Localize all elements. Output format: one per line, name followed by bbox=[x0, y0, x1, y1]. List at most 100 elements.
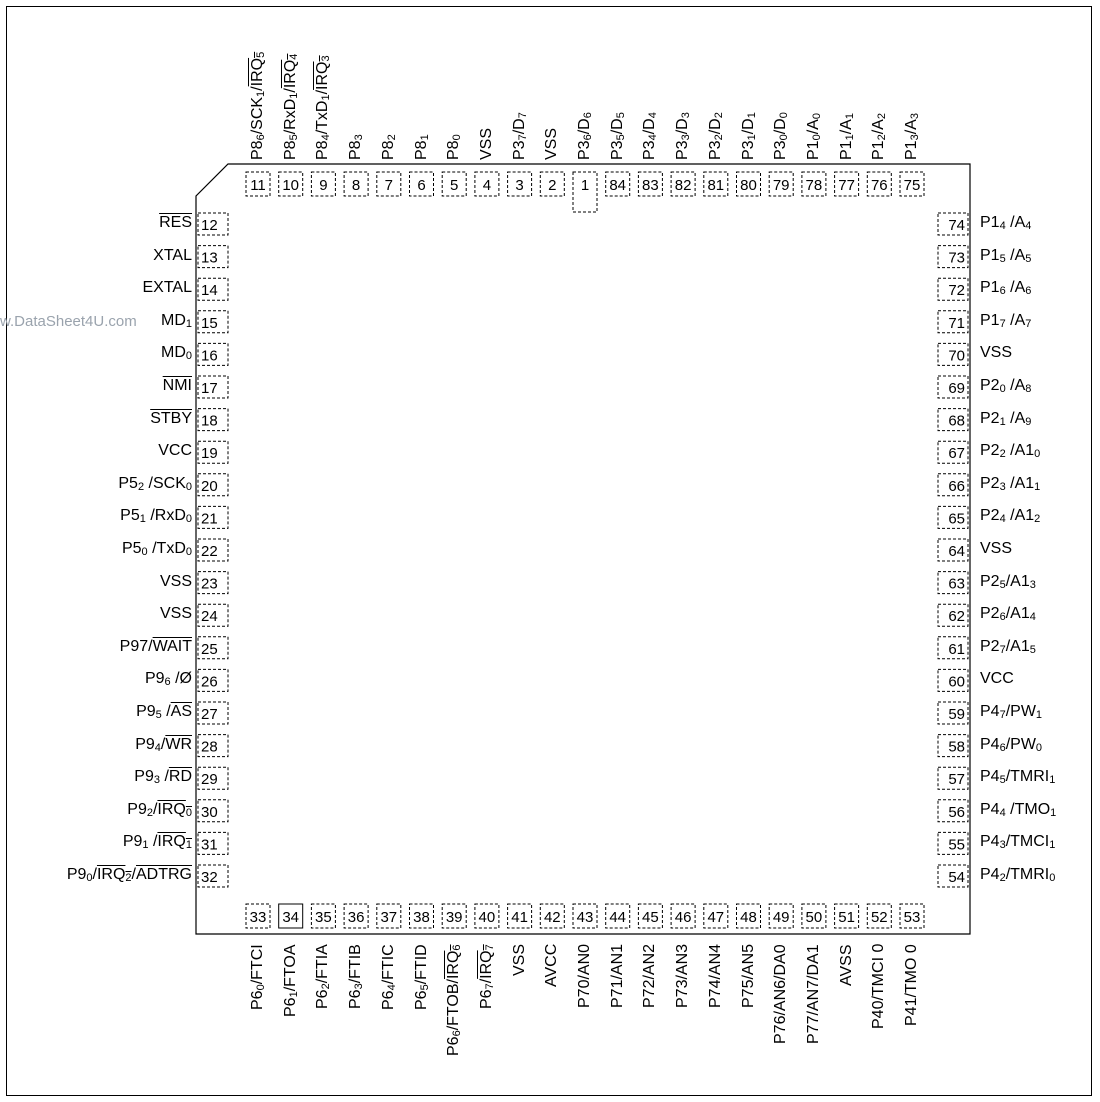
pin-59-box bbox=[937, 701, 969, 725]
pin-44-box bbox=[605, 903, 631, 929]
pin-4-box bbox=[474, 171, 500, 197]
pin-43-box bbox=[572, 903, 598, 929]
pin-64-box bbox=[937, 538, 969, 562]
pin-48-number: 48 bbox=[740, 909, 757, 926]
pin-22-box bbox=[197, 538, 229, 562]
pin-34-box bbox=[278, 903, 304, 929]
pin-9-label: P84/TxD1/IRQ3 bbox=[314, 55, 333, 160]
pin-11-number: 11 bbox=[250, 177, 266, 194]
pin-26-number: 26 bbox=[201, 673, 218, 690]
pin-36-label: P63/FTIB bbox=[347, 944, 366, 1009]
pin-21-box bbox=[197, 505, 229, 529]
pin-83-number: 83 bbox=[642, 177, 659, 194]
pin-67-label: P22 /A10 bbox=[980, 442, 1041, 461]
pin-36-number: 36 bbox=[348, 909, 365, 926]
pin-62-label: P26/A14 bbox=[980, 605, 1036, 624]
pin-69-box bbox=[937, 375, 969, 399]
pin-63-box bbox=[937, 571, 969, 595]
pin-21-label: P51 /RxD0 bbox=[120, 507, 192, 526]
pin-37-number: 37 bbox=[380, 909, 397, 926]
pin-43-label: P70/AN0 bbox=[576, 943, 593, 1008]
pin-82-label: P33/D3 bbox=[674, 112, 693, 160]
pin-77-box bbox=[834, 171, 860, 197]
pin-68-box bbox=[937, 408, 969, 432]
pin-12-label: RES bbox=[159, 214, 192, 231]
pin-69-label: P20 /A8 bbox=[980, 377, 1032, 395]
pin-73-label: P15 /A5 bbox=[980, 246, 1032, 265]
pin-20-label: P52 /SCK0 bbox=[118, 474, 192, 493]
pin-20-number: 20 bbox=[201, 478, 218, 495]
pin-11-box bbox=[245, 171, 271, 197]
pin-52-box bbox=[866, 903, 892, 929]
pin-45-label: P72/AN2 bbox=[641, 943, 659, 1008]
pin-5-label: P80 bbox=[445, 134, 464, 160]
pin-44-label: P71/AN1 bbox=[608, 943, 626, 1008]
pin-30-box bbox=[197, 799, 229, 823]
pin-1-number: 1 bbox=[581, 177, 589, 194]
pin-61-number: 61 bbox=[948, 641, 965, 658]
pin-75-label: P13/A3 bbox=[903, 113, 921, 160]
pin-72-number: 72 bbox=[948, 282, 965, 299]
pin-63-label: P25/A13 bbox=[980, 572, 1036, 591]
pin-51-number: 51 bbox=[838, 909, 855, 926]
pin-7-number: 7 bbox=[385, 177, 393, 194]
pin-55-number: 55 bbox=[948, 836, 965, 853]
pin-66-box bbox=[937, 473, 969, 497]
pin-56-number: 56 bbox=[948, 804, 965, 821]
pin-60-number: 60 bbox=[948, 673, 965, 690]
pin-6-label: P81 bbox=[412, 134, 431, 160]
pin-74-number: 74 bbox=[948, 217, 965, 234]
pin-62-box bbox=[937, 603, 969, 627]
pin-49-box bbox=[768, 903, 794, 929]
pin-14-number: 14 bbox=[201, 282, 218, 299]
pin-53-number: 53 bbox=[904, 909, 921, 926]
pin-41-box bbox=[507, 903, 533, 929]
pin-57-label: P45/TMRI1 bbox=[980, 768, 1056, 787]
pin-10-box bbox=[278, 171, 304, 197]
pin-48-box bbox=[736, 903, 761, 929]
pin-25-box bbox=[197, 636, 229, 660]
pin-59-number: 59 bbox=[948, 706, 965, 723]
pin-46-label: P73/AN3 bbox=[674, 943, 692, 1008]
pin-58-label: P46/PW0 bbox=[980, 735, 1043, 754]
pin-50-number: 50 bbox=[806, 909, 823, 926]
pin-24-number: 24 bbox=[201, 608, 218, 625]
pin-58-number: 58 bbox=[948, 739, 965, 756]
pin-80-box bbox=[736, 171, 761, 197]
pin-49-label: P76/AN6/DA0 bbox=[772, 944, 790, 1044]
pin-19-label: VCC bbox=[158, 442, 192, 460]
pin-9-number: 9 bbox=[319, 177, 327, 194]
diagram-frame bbox=[6, 6, 1092, 1096]
pin-16-box bbox=[197, 342, 229, 366]
pin-71-box bbox=[937, 310, 969, 334]
pin-56-box bbox=[937, 799, 969, 823]
pin-34-number: 34 bbox=[282, 909, 299, 926]
pin-81-box bbox=[703, 171, 729, 197]
pin-21-number: 21 bbox=[201, 510, 218, 527]
pin-50-label: P77/AN7/DA1 bbox=[804, 944, 822, 1044]
chip-outline bbox=[195, 163, 971, 935]
pin-18-box bbox=[197, 408, 229, 432]
pin-67-box bbox=[937, 440, 969, 464]
pin-54-box bbox=[937, 864, 969, 888]
pin-6-box bbox=[409, 171, 434, 197]
pin-61-box bbox=[937, 636, 969, 660]
pin-72-box bbox=[937, 277, 969, 301]
pin-44-number: 44 bbox=[609, 909, 626, 926]
pin-78-number: 78 bbox=[806, 177, 823, 194]
pin-42-box bbox=[539, 903, 565, 929]
pin-75-box bbox=[899, 171, 925, 197]
pin-38-label: P65/FTID bbox=[412, 944, 431, 1010]
pin-71-label: P17 /A7 bbox=[980, 311, 1032, 330]
pin-36-box bbox=[343, 903, 369, 929]
pin-82-box bbox=[670, 171, 696, 197]
pin-68-number: 68 bbox=[948, 413, 965, 430]
pin-60-label: VCC bbox=[980, 670, 1014, 688]
pin-64-number: 64 bbox=[948, 543, 965, 560]
pin-28-number: 28 bbox=[201, 739, 218, 756]
pin-32-box bbox=[197, 864, 229, 888]
pin-31-label: P91 /IRQ1 bbox=[122, 833, 192, 852]
pin-54-label: P42/TMRI0 bbox=[980, 866, 1056, 884]
pin-82-number: 82 bbox=[675, 177, 692, 194]
